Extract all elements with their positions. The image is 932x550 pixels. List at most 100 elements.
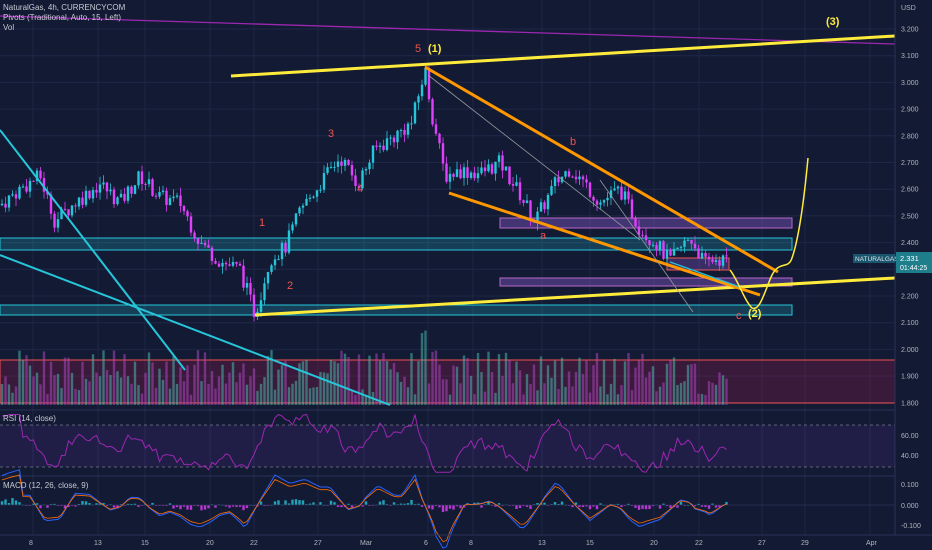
macd-bar [403,503,406,505]
volume-bar [560,357,564,405]
volume-bar [438,364,441,405]
candle-body [406,123,410,135]
candle-body [98,184,102,193]
macd-bar [399,503,403,505]
candle-body [280,242,284,260]
candle-body [259,300,263,312]
volume-bar [112,350,116,405]
macd-bar [228,505,231,508]
countdown: 01:44:25 [900,265,927,272]
macd-bar [445,505,448,512]
volume-bar [700,394,704,405]
volume-bar [77,390,81,405]
wave-label-5: 5 [415,43,421,55]
candle-body [25,186,28,192]
candle-body [455,169,459,177]
volume-bar [382,353,385,405]
volume-bar [392,363,396,405]
macd-bar [207,505,210,509]
volume-bar [448,394,452,405]
rsi-band [0,425,895,467]
candle-body [154,195,158,197]
candle-body [462,167,466,179]
candle-body [711,259,714,262]
volume-bar [224,383,228,405]
candle-body [161,190,165,193]
volume-bar [319,372,322,405]
macd-bar [273,501,277,505]
candle-body [725,255,728,257]
candle-body [504,166,508,171]
volume-bar [256,390,259,405]
macd-bar [515,505,518,510]
candle-body [172,196,175,199]
volume-bar [315,387,319,405]
macd-bar [35,503,39,505]
macd-bar [700,505,704,507]
volume-bar [504,352,508,405]
price-tick: 2.100 [901,320,919,327]
symbol-tag-text: NATURALGAS [855,256,899,263]
candle-body [683,240,686,247]
volume-bar [95,372,98,405]
macd-bar [95,503,98,505]
support-zone-upper [0,237,793,251]
price-tick: 2.200 [901,294,919,301]
candle-body [126,186,130,201]
candle-body [284,242,287,253]
volume-bar [669,360,672,405]
volume-bar [651,366,655,405]
volume-bar [550,377,553,405]
macd-bar [669,505,672,508]
candle-body [242,265,245,288]
candle-body [165,190,168,205]
candle-body [168,198,172,205]
macd-bar [413,504,417,505]
candle-body [536,211,539,223]
pivots-indicator-label[interactable]: Pivots (Traditional, Auto, 15, Left) [3,13,121,22]
macd-bar [172,505,175,509]
volume-bar [214,388,217,405]
symbol-header[interactable]: NaturalGas, 4h, CURRENCYCOM [3,3,126,12]
volume-bar [455,366,459,405]
volume-bar [494,392,497,405]
candle-body [441,143,445,164]
macd-bar [483,504,487,505]
volume-bar [574,371,578,405]
volume-bar [7,384,11,405]
volume-bar [581,373,585,405]
candle-body [543,202,546,210]
support-zone-lower [0,304,793,316]
volume-bar [483,391,487,405]
volume-bar [312,387,315,405]
macd-bar [263,505,266,506]
macd-bar [291,499,294,505]
trend-lines [0,15,896,406]
candle-body [473,172,476,179]
volume-bar [420,333,424,405]
macd-bar [133,503,137,505]
volume-bar [81,361,84,405]
candle-body [700,252,704,259]
candle-body [459,169,462,179]
macd-bar [427,505,431,509]
volume-bar [718,372,721,405]
macd-title[interactable]: MACD (12, 26, close, 9) [3,481,89,490]
candle-body [627,191,630,200]
volume-bar [410,353,413,405]
candle-body [116,197,119,205]
candle-body [487,164,490,172]
volume-bar [39,384,42,405]
candle-body [420,84,424,97]
candle-body [494,161,497,174]
rsi-title[interactable]: RSI (14, close) [3,414,56,423]
vol-indicator-label[interactable]: Vol [3,23,15,32]
volume-bar [466,357,469,405]
macd-bar [130,503,133,505]
volume-bar [14,386,18,405]
volume-bar [704,394,707,405]
macd-bar [63,505,67,509]
price-tick: 2.900 [901,107,919,114]
volume-bar [21,360,25,405]
